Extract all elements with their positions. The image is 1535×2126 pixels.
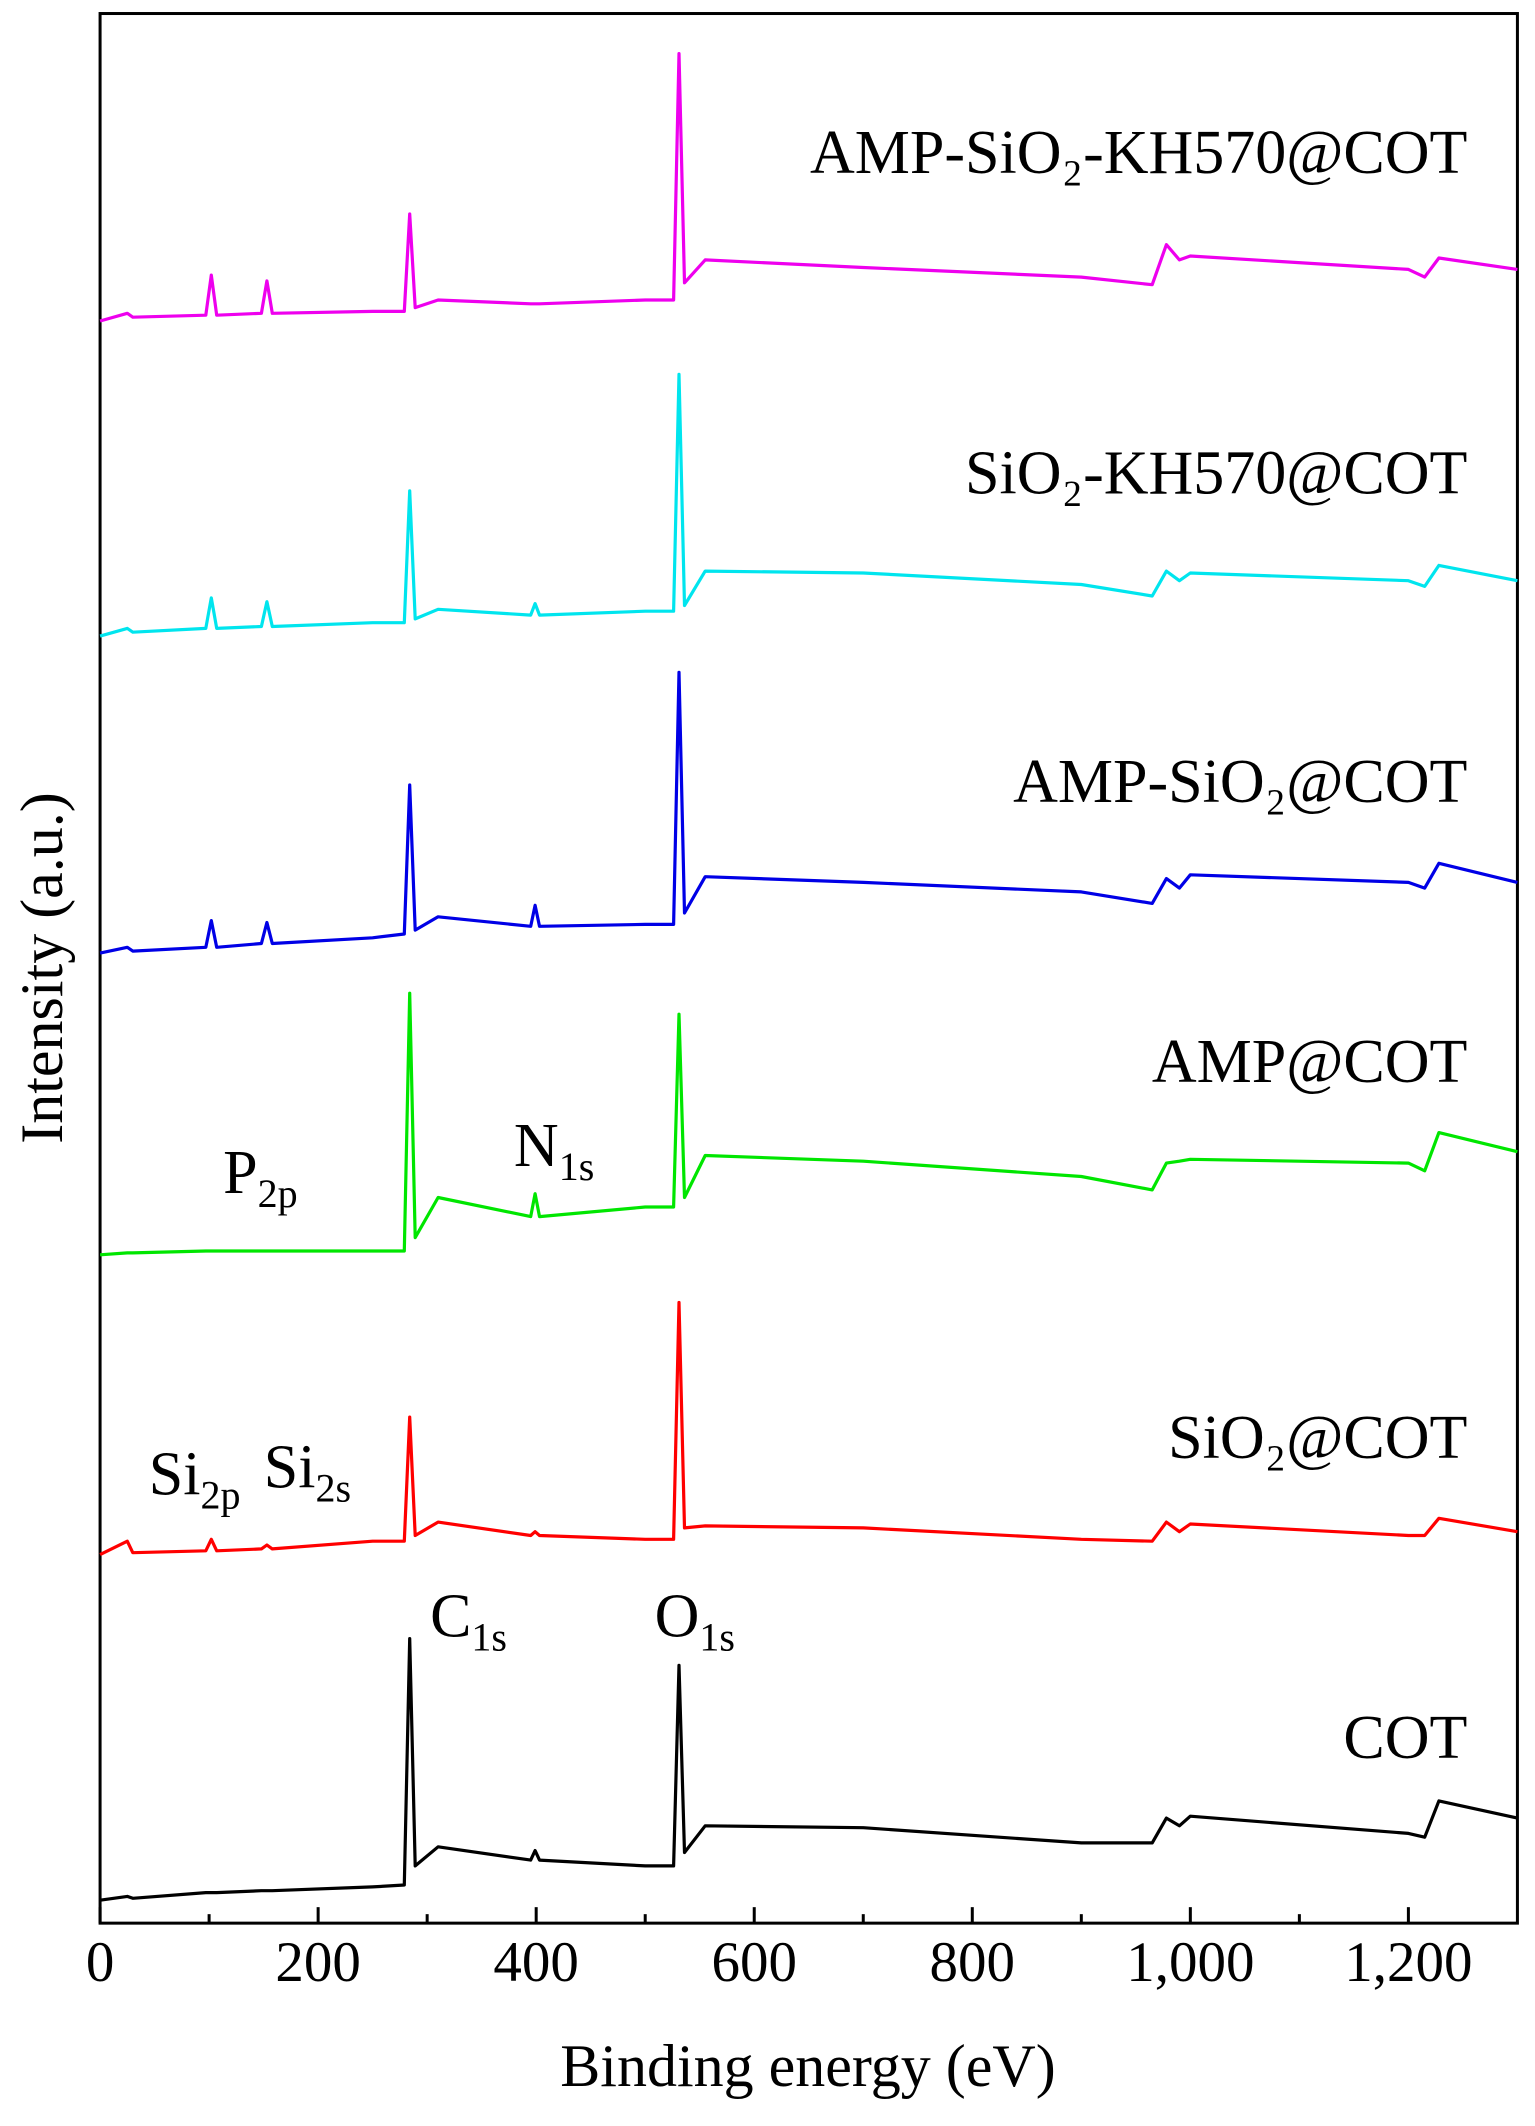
x-axis-label: Binding energy (eV) (560, 2033, 1055, 2099)
peak-subscript: 1s (559, 1144, 595, 1189)
peak-annotation: P2p (223, 1139, 297, 1216)
x-tick-label: 600 (711, 1931, 797, 1994)
x-tick-label: 200 (275, 1931, 361, 1994)
series-label: AMP-SiO₂-KH570@COT (810, 119, 1467, 187)
series-label: SiO₂-KH570@COT (965, 440, 1467, 508)
peak-label: O (655, 1582, 700, 1650)
series-line (99, 670, 1518, 955)
peak-label: P (223, 1139, 257, 1207)
y-axis-label: Intensity (a.u.) (9, 792, 75, 1144)
peak-annotation: O1s (655, 1582, 735, 1659)
x-tick-label: 1,000 (1126, 1931, 1254, 1994)
series-line (99, 52, 1518, 323)
series-line (99, 372, 1518, 638)
peak-subscript: 1s (699, 1614, 735, 1659)
peak-subscript: 1s (471, 1614, 507, 1659)
peak-annotation: C1s (430, 1582, 507, 1659)
x-tick-label: 1,200 (1344, 1931, 1472, 1994)
series-line (99, 1300, 1518, 1557)
peak-label: C (430, 1582, 471, 1650)
peak-label: Si (149, 1440, 201, 1508)
x-tick-label: 400 (493, 1931, 579, 1994)
peak-subscript: 2p (258, 1171, 298, 1216)
series-line (99, 991, 1518, 1257)
series-label: SiO₂@COT (1168, 1404, 1467, 1472)
peak-annotation: Si2s (264, 1434, 351, 1511)
series-line (99, 1637, 1518, 1902)
series-label: AMP-SiO₂@COT (1013, 748, 1467, 816)
peak-subscript: 2p (200, 1472, 240, 1517)
peak-annotation: N1s (514, 1112, 594, 1189)
peak-label: Si (264, 1434, 316, 1502)
plot-frame (98, 12, 1519, 1925)
series-label: COT (1343, 1704, 1467, 1772)
x-tick-label: 0 (86, 1931, 115, 1994)
series-label: AMP@COT (1152, 1028, 1467, 1096)
x-tick-label: 800 (930, 1931, 1016, 1994)
peak-label: N (514, 1112, 559, 1180)
peak-annotation: Si2p (149, 1440, 241, 1517)
peak-subscript: 2s (315, 1466, 351, 1511)
